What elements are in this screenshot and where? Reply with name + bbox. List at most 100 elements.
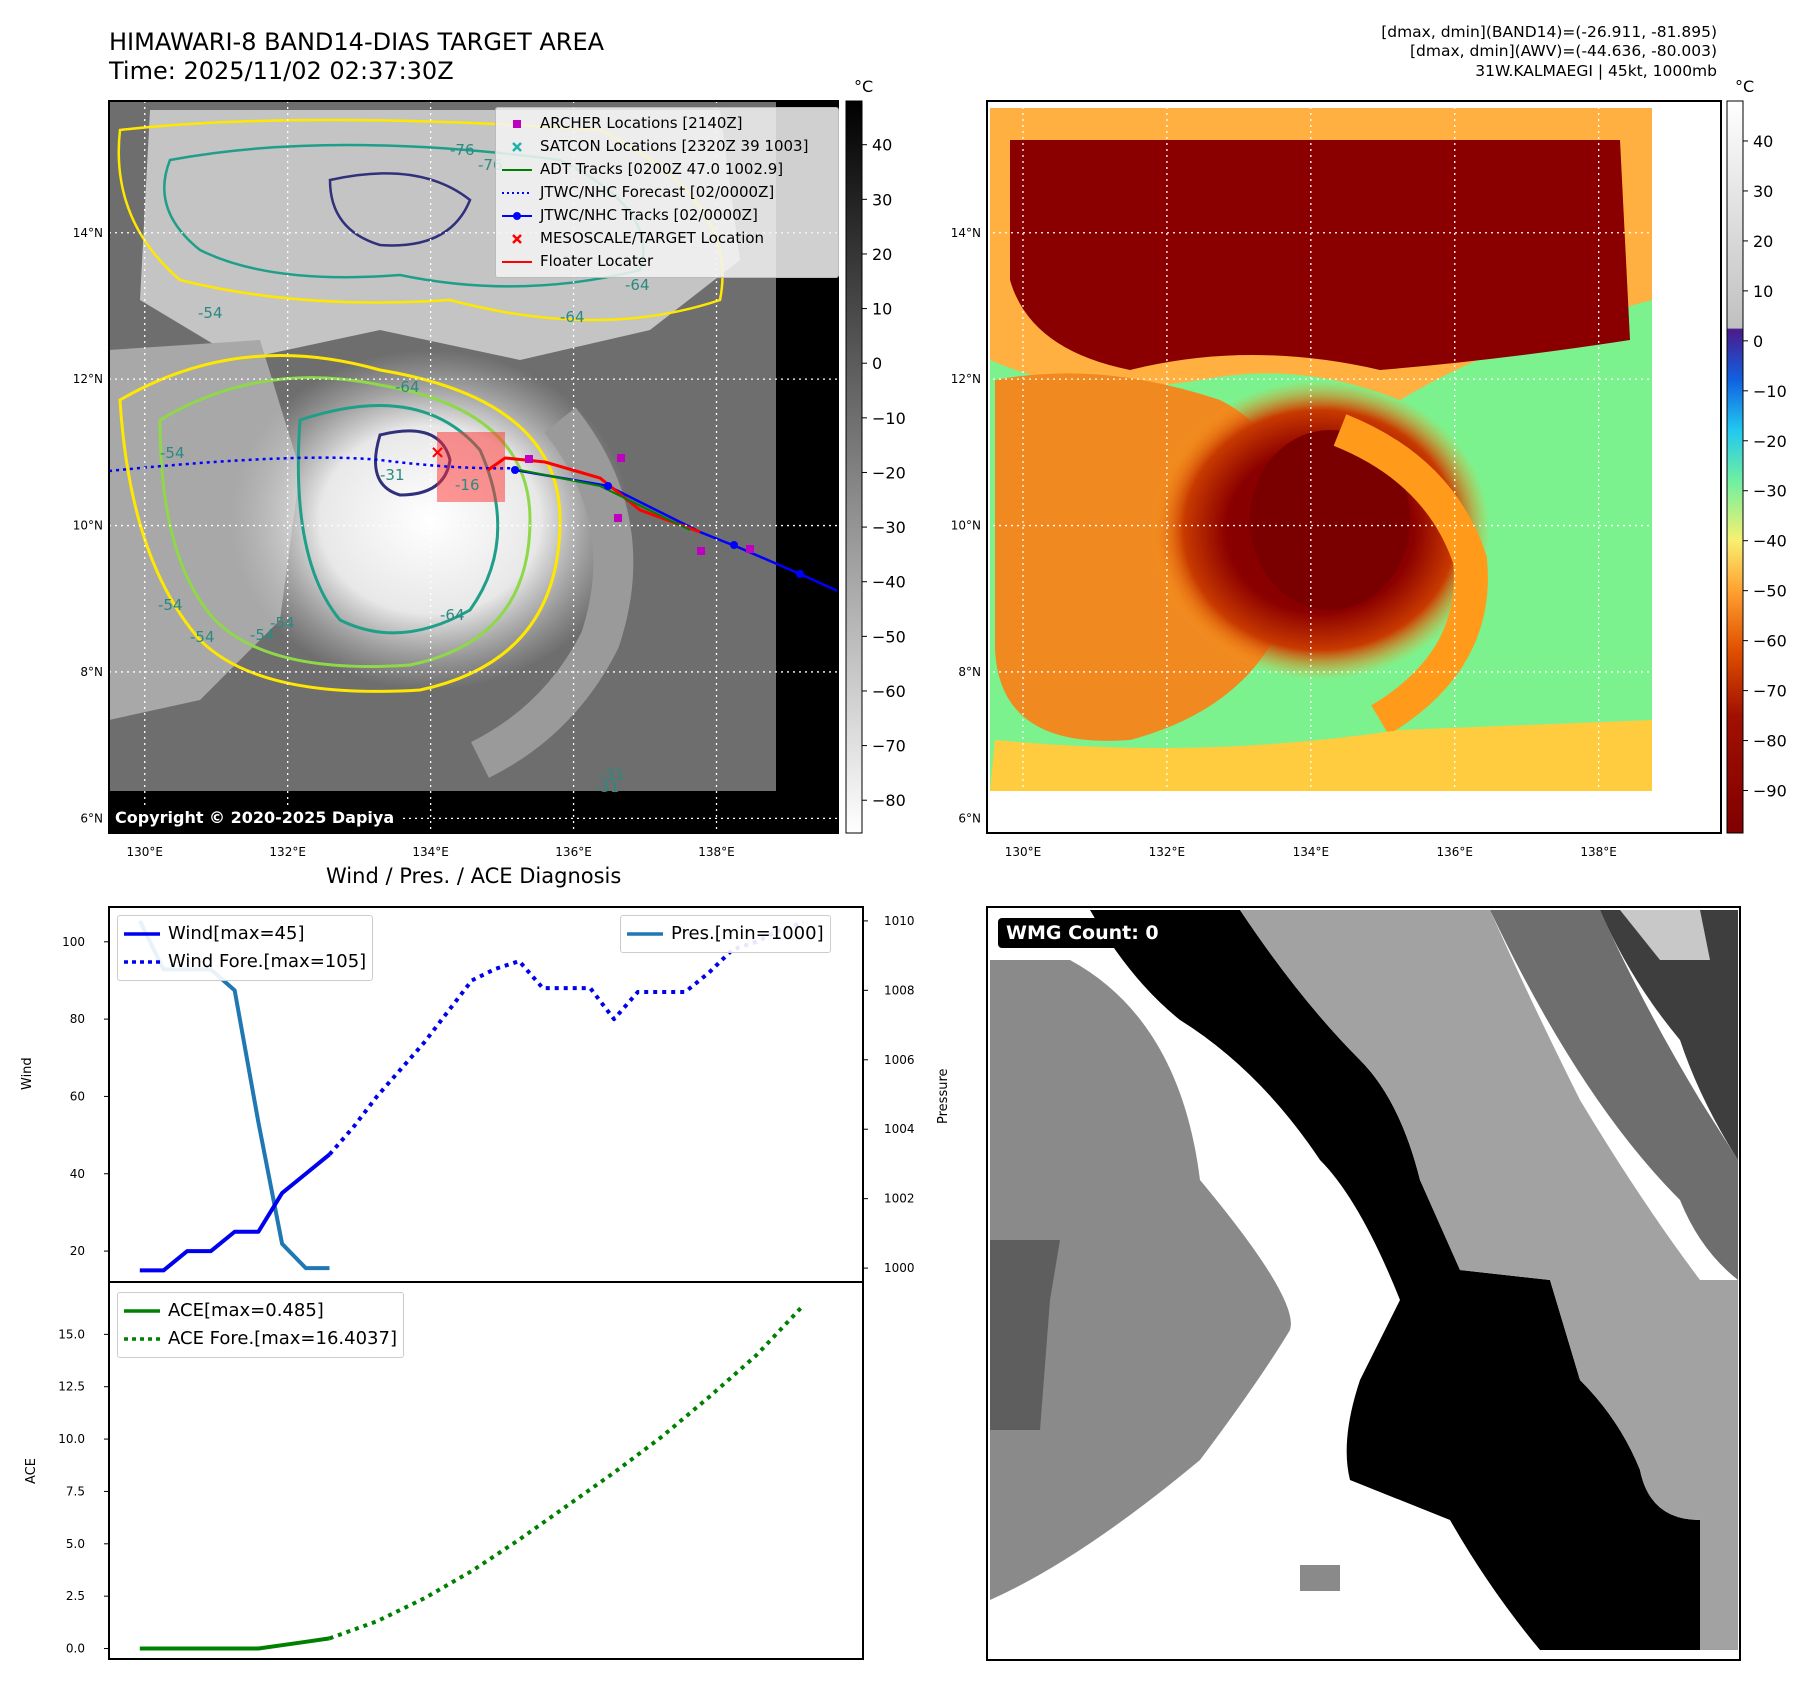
ace-axes-frame — [108, 1281, 864, 1660]
legend-label: ACE[max=0.485] — [168, 1300, 324, 1321]
wmg-region-dark-patches — [990, 1240, 1060, 1430]
y-tick-label: 1006 — [884, 1053, 915, 1067]
colorbar-tick-label: 20 — [1753, 232, 1773, 251]
dotted-line-icon — [502, 191, 532, 194]
y-tick-label: 100 — [62, 935, 85, 949]
y-tick-label: 1010 — [884, 914, 915, 928]
colorbar-tick-label: −10 — [1753, 382, 1787, 401]
wmg-region-black — [1090, 910, 1700, 1650]
panel1-contour-labels: -76-76-64-64-54-54-54-54-64-64-16-31-31-… — [158, 141, 650, 796]
pressure-y-ticks: 1010 1008 1006 1004 1002 1000 — [863, 914, 915, 1275]
series-line — [328, 920, 805, 1156]
y-tick-label: 1002 — [884, 1192, 915, 1206]
y-tick-label: 60 — [70, 1089, 85, 1103]
contour-label: -64 — [395, 378, 420, 396]
lon-tick-label: 136°E — [555, 845, 592, 859]
panel1-contour-teal — [296, 404, 500, 635]
y-tick-label: 0.0 — [66, 1642, 85, 1656]
line-icon — [124, 1309, 160, 1313]
line-icon — [124, 932, 160, 936]
wmg-region-gray-band — [1490, 910, 1738, 1280]
colorbar-tick-label: −30 — [872, 518, 906, 537]
legend-item-forecast: JTWC/NHC Forecast [02/0000Z] — [502, 181, 832, 204]
y-tick-label: 1004 — [884, 1122, 915, 1136]
panel2-cold-north — [1010, 140, 1630, 370]
y-tick-label: 10.0 — [58, 1432, 85, 1446]
lon-tick-label: 138°E — [1580, 845, 1617, 859]
dotted-line-icon — [124, 960, 160, 964]
legend-item-ace-forecast: ACE Fore.[max=16.4037] — [124, 1325, 397, 1353]
lon-tick-label: 132°E — [269, 845, 306, 859]
panel1-cold-cloud-west — [109, 340, 300, 720]
legend-item-wind-forecast: Wind Fore.[max=105] — [124, 948, 366, 976]
panel1-lat-labels: 14°N 12°N 10°N 8°N 6°N — [73, 226, 103, 826]
panel1-frame — [108, 100, 839, 834]
legend-item-jtwc-tracks: JTWC/NHC Tracks [02/0000Z] — [502, 204, 832, 227]
dotted-line-icon — [124, 1337, 160, 1341]
colorbar-tick-label: 40 — [872, 136, 892, 155]
panel1-rainband — [470, 407, 634, 778]
lat-tick-label: 10°N — [73, 519, 103, 533]
line-icon — [502, 168, 532, 171]
colorbar-tick-label: −80 — [1753, 732, 1787, 751]
panel1-target-marker: × — [430, 442, 445, 463]
ace-plot — [139, 1303, 806, 1651]
colorbar-tick-label: −40 — [872, 573, 906, 592]
wmg-region-dark-band — [1600, 910, 1738, 1160]
panel1-forecast-track — [109, 456, 521, 473]
contour-label: -64 — [625, 276, 650, 294]
panel1-lon-labels: 130°E 132°E 134°E 136°E 138°E — [126, 845, 734, 859]
panel1-contour-north-yellow — [117, 118, 724, 322]
contour-label: -31 — [380, 466, 405, 484]
wmg-region-right-strip — [1700, 1280, 1738, 1650]
panel1-contour-north-navy — [328, 172, 472, 247]
colorbar-tick-label: −20 — [872, 463, 906, 482]
panel2-spiral-band — [1333, 414, 1488, 735]
square-marker-icon — [513, 119, 521, 128]
panel2-south-band — [990, 720, 1652, 791]
figure-title-line2: Time: 2025/11/02 02:37:30Z — [109, 57, 454, 85]
panel1-colorbar-ticks: 40 30 20 10 0 −10 −20 −30 −40 −50 −60 −70 −80 — [862, 136, 906, 810]
contour-label: -54 — [158, 596, 183, 614]
panel2-grid — [987, 101, 1721, 833]
contour-label: -31 — [600, 766, 625, 784]
panel1-colorbar-unit: °C — [854, 77, 874, 96]
legend-label: JTWC/NHC Tracks [02/0000Z] — [540, 206, 758, 224]
legend-label: Floater Locater — [540, 252, 654, 270]
panel2-frame — [986, 100, 1722, 834]
legend-item-adt: ADT Tracks [0200Z 47.0 1002.9] — [502, 158, 832, 181]
colorbar-tick-label: −50 — [1753, 582, 1787, 601]
y-tick-label: 1008 — [884, 983, 915, 997]
legend-label: Wind[max=45] — [168, 923, 305, 944]
wind-ylabel: Wind — [20, 1057, 35, 1090]
figure-title-line1: HIMAWARI-8 BAND14-DIAS TARGET AREA — [109, 28, 605, 56]
panel1-contour-north-teal — [163, 143, 645, 288]
lat-tick-label: 8°N — [958, 665, 981, 679]
panel1-floater-box — [437, 432, 505, 502]
panel1-colorbar — [845, 100, 863, 834]
legend-label: JTWC/NHC Forecast [02/0000Z] — [540, 183, 775, 201]
y-tick-label: 15.0 — [58, 1327, 85, 1341]
colorbar-tick-label: 10 — [872, 300, 892, 319]
wmg-region-light-gray — [1240, 910, 1700, 1520]
legend-item-satcon: SATCON Locations [2320Z 39 1003] — [502, 135, 832, 158]
panel1-archer-markers — [525, 454, 754, 555]
legend-item-pressure: Pres.[min=1000] — [627, 920, 824, 948]
colorbar-tick-label: 30 — [872, 190, 892, 209]
colorbar-tick-label: 20 — [872, 245, 892, 264]
meta-storm-info: 31W.KALMAEGI | 45kt, 1000mb — [1475, 62, 1717, 80]
lat-tick-label: 10°N — [951, 519, 981, 533]
y-tick-label: 40 — [70, 1167, 85, 1181]
colorbar-tick-label: −50 — [872, 627, 906, 646]
lon-tick-label: 132°E — [1149, 845, 1186, 859]
y-tick-label: 12.5 — [58, 1380, 85, 1394]
panel4-wmg — [986, 906, 1741, 1661]
y-tick-label: 5.0 — [66, 1537, 85, 1551]
colorbar-tick-label: −30 — [1753, 482, 1787, 501]
legend-item-floater: Floater Locater — [502, 250, 832, 273]
ace-y-ticks: 15.0 12.5 10.0 7.5 5.0 2.5 0.0 — [58, 1327, 109, 1656]
contour-label: -31 — [595, 778, 620, 796]
series-line — [328, 1303, 806, 1641]
wind-legend: Wind[max=45] Wind Fore.[max=105] — [117, 915, 374, 981]
